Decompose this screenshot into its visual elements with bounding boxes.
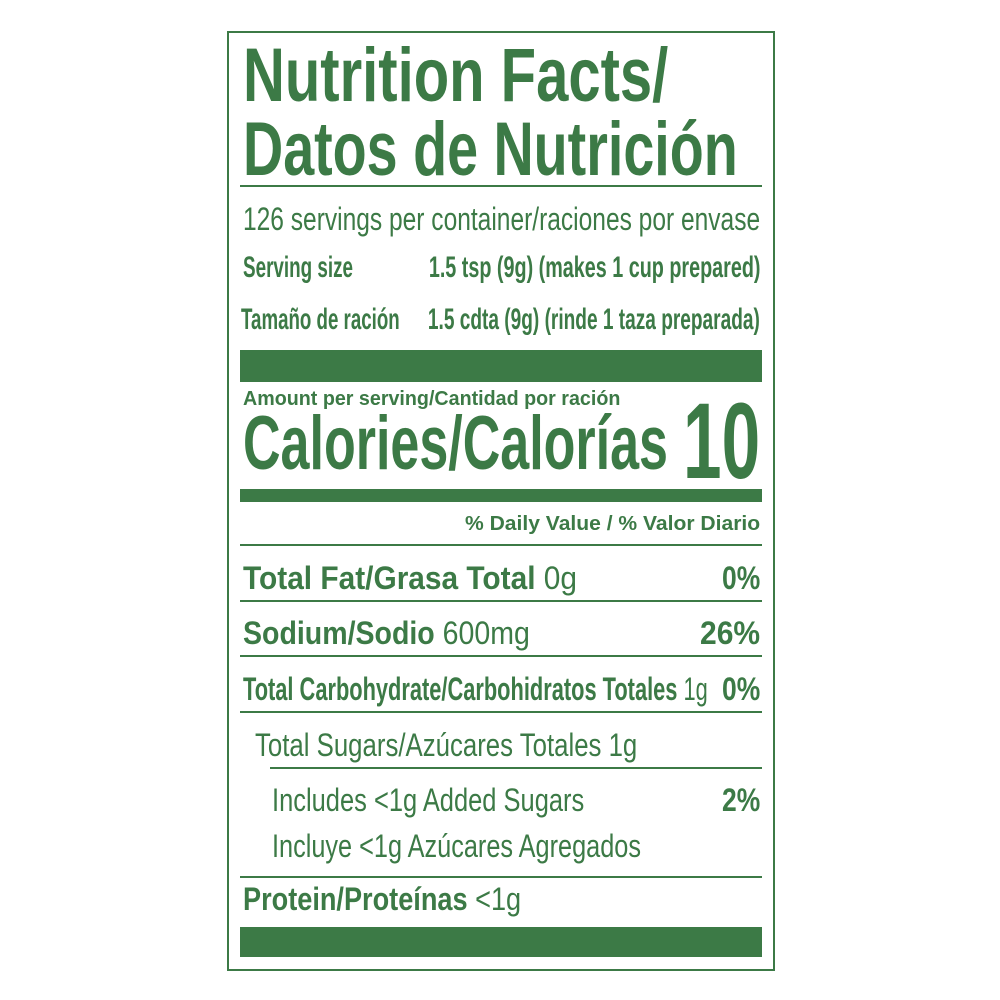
total-sugars: Total Sugars/Azúcares Totales 1g (255, 727, 638, 763)
calories-value: 10 (682, 380, 760, 501)
total-carbohydrate-amount: 1g (683, 671, 708, 707)
sodium-amount: 600mg (442, 615, 530, 651)
serving-size-value: 1.5 tsp (9g) (makes 1 cup prepared) (428, 251, 760, 284)
added-sugars-es: Incluye <1g Azúcares Agregados (272, 828, 641, 864)
sodium-dv: 26% (699, 615, 760, 651)
total-carbohydrate-label: Total Carbohydrate/Carbohidratos Totales (243, 671, 678, 707)
protein-row: Protein/Proteínas <1g (243, 883, 521, 915)
serving-size-label-es: Tamaño de ración (241, 303, 400, 336)
total-carbohydrate-row: Total Carbohydrate/Carbohidratos Totales… (243, 673, 708, 705)
title-line-1: Nutrition Facts/ (243, 33, 669, 118)
divider (240, 600, 762, 602)
bottom-divider-bar (240, 927, 762, 957)
divider (240, 711, 762, 713)
sodium-row: Sodium/Sodio 600mg (243, 617, 530, 649)
total-fat-label: Total Fat/Grasa Total (243, 560, 536, 596)
serving-size-value-es: 1.5 cdta (9g) (rinde 1 taza preparada) (428, 303, 760, 336)
thick-divider-bar (240, 350, 762, 382)
calories-label: Calories/Calorías (243, 401, 668, 486)
total-fat-amount: 0g (543, 560, 578, 596)
medium-divider-bar (240, 489, 762, 502)
protein-amount: <1g (475, 881, 522, 917)
daily-value-header: % Daily Value / % Valor Diario (464, 513, 760, 535)
divider (240, 876, 762, 878)
added-sugars-dv: 2% (721, 782, 760, 818)
total-fat-dv: 0% (721, 560, 760, 596)
added-sugars-en: Includes <1g Added Sugars (272, 782, 585, 818)
divider (240, 655, 762, 657)
protein-label: Protein/Proteínas (243, 881, 468, 917)
amount-per-serving: Amount per serving/Cantidad por ración (243, 388, 621, 410)
serving-size-label: Serving size (243, 251, 354, 284)
title-line-2: Datos de Nutrición (243, 107, 738, 192)
divider (240, 544, 762, 546)
nutrition-label-border (227, 31, 775, 971)
divider (240, 185, 762, 187)
total-fat-row: Total Fat/Grasa Total 0g (243, 562, 577, 594)
total-carbohydrate-dv: 0% (721, 671, 760, 707)
sodium-label: Sodium/Sodio (243, 615, 435, 651)
indented-divider (270, 767, 762, 769)
servings-per-container: 126 servings per container/raciones por … (243, 201, 761, 237)
